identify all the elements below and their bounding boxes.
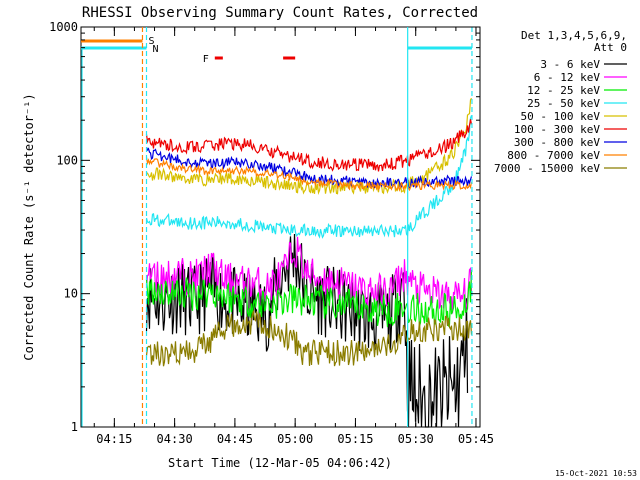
x-tick-label: 04:30 [157,432,193,446]
series-line-100-300 [145,119,473,172]
series-line-50-100 [146,97,473,196]
x-tick-label: 04:45 [217,432,253,446]
x-tick-label: 04:15 [96,432,132,446]
x-tick-label: 05:15 [337,432,373,446]
legend-entry-label: 25 - 50 keV [527,97,600,110]
flare-label: F [203,54,209,65]
plot-frame [80,26,481,428]
y-axis-label: Corrected Count Rate (s⁻¹ detector⁻¹) [22,93,36,360]
x-axis-label: Start Time (12-Mar-05 04:06:42) [168,456,392,470]
legend-header-attenuator: Att 0 [594,41,627,54]
annotations: SN F [81,27,473,427]
chart-title: RHESSI Observing Summary Count Rates, Co… [82,5,478,21]
legend-entry-label: 6 - 12 keV [534,71,601,84]
x-tick-label: 05:00 [277,432,313,446]
series-line-12-25 [145,269,473,328]
y-axis: 1 10 100 1000 [49,20,480,434]
series-lines [145,97,473,428]
timestamp: 15-Oct-2021 10:53 [555,469,637,478]
legend-entry-label: 12 - 25 keV [527,84,600,97]
legend-entry-label: 3 - 6 keV [540,58,600,71]
y-tick-label: 100 [56,153,78,167]
legend-entry-label: 7000 - 15000 keV [494,162,600,175]
legend-entry-label: 100 - 300 keV [514,123,600,136]
y-tick-label: 1 [71,420,78,434]
y-tick-label: 1000 [49,20,78,34]
x-axis: 04:15 04:30 04:45 05:00 05:15 05:30 05:45 [93,27,494,446]
legend-header-detectors: Det 1,3,4,5,6,9, [521,29,627,42]
x-tick-label: 05:30 [398,432,434,446]
series-line-25-50 [145,115,473,239]
legend-entry-label: 800 - 7000 keV [507,149,600,162]
saa-label: S [148,36,154,47]
series-line-800-7000 [145,157,473,192]
series-line-300-800 [145,146,473,189]
y-tick-label: 10 [64,287,78,301]
plot-area [80,26,481,428]
legend-entry-label: 300 - 800 keV [514,136,600,149]
x-tick-label: 05:45 [458,432,494,446]
series-line-6-12 [145,236,473,314]
series-line-7000-15000 [145,310,473,367]
night-label: N [152,44,158,55]
legend-entry-label: 50 - 100 keV [521,110,601,123]
